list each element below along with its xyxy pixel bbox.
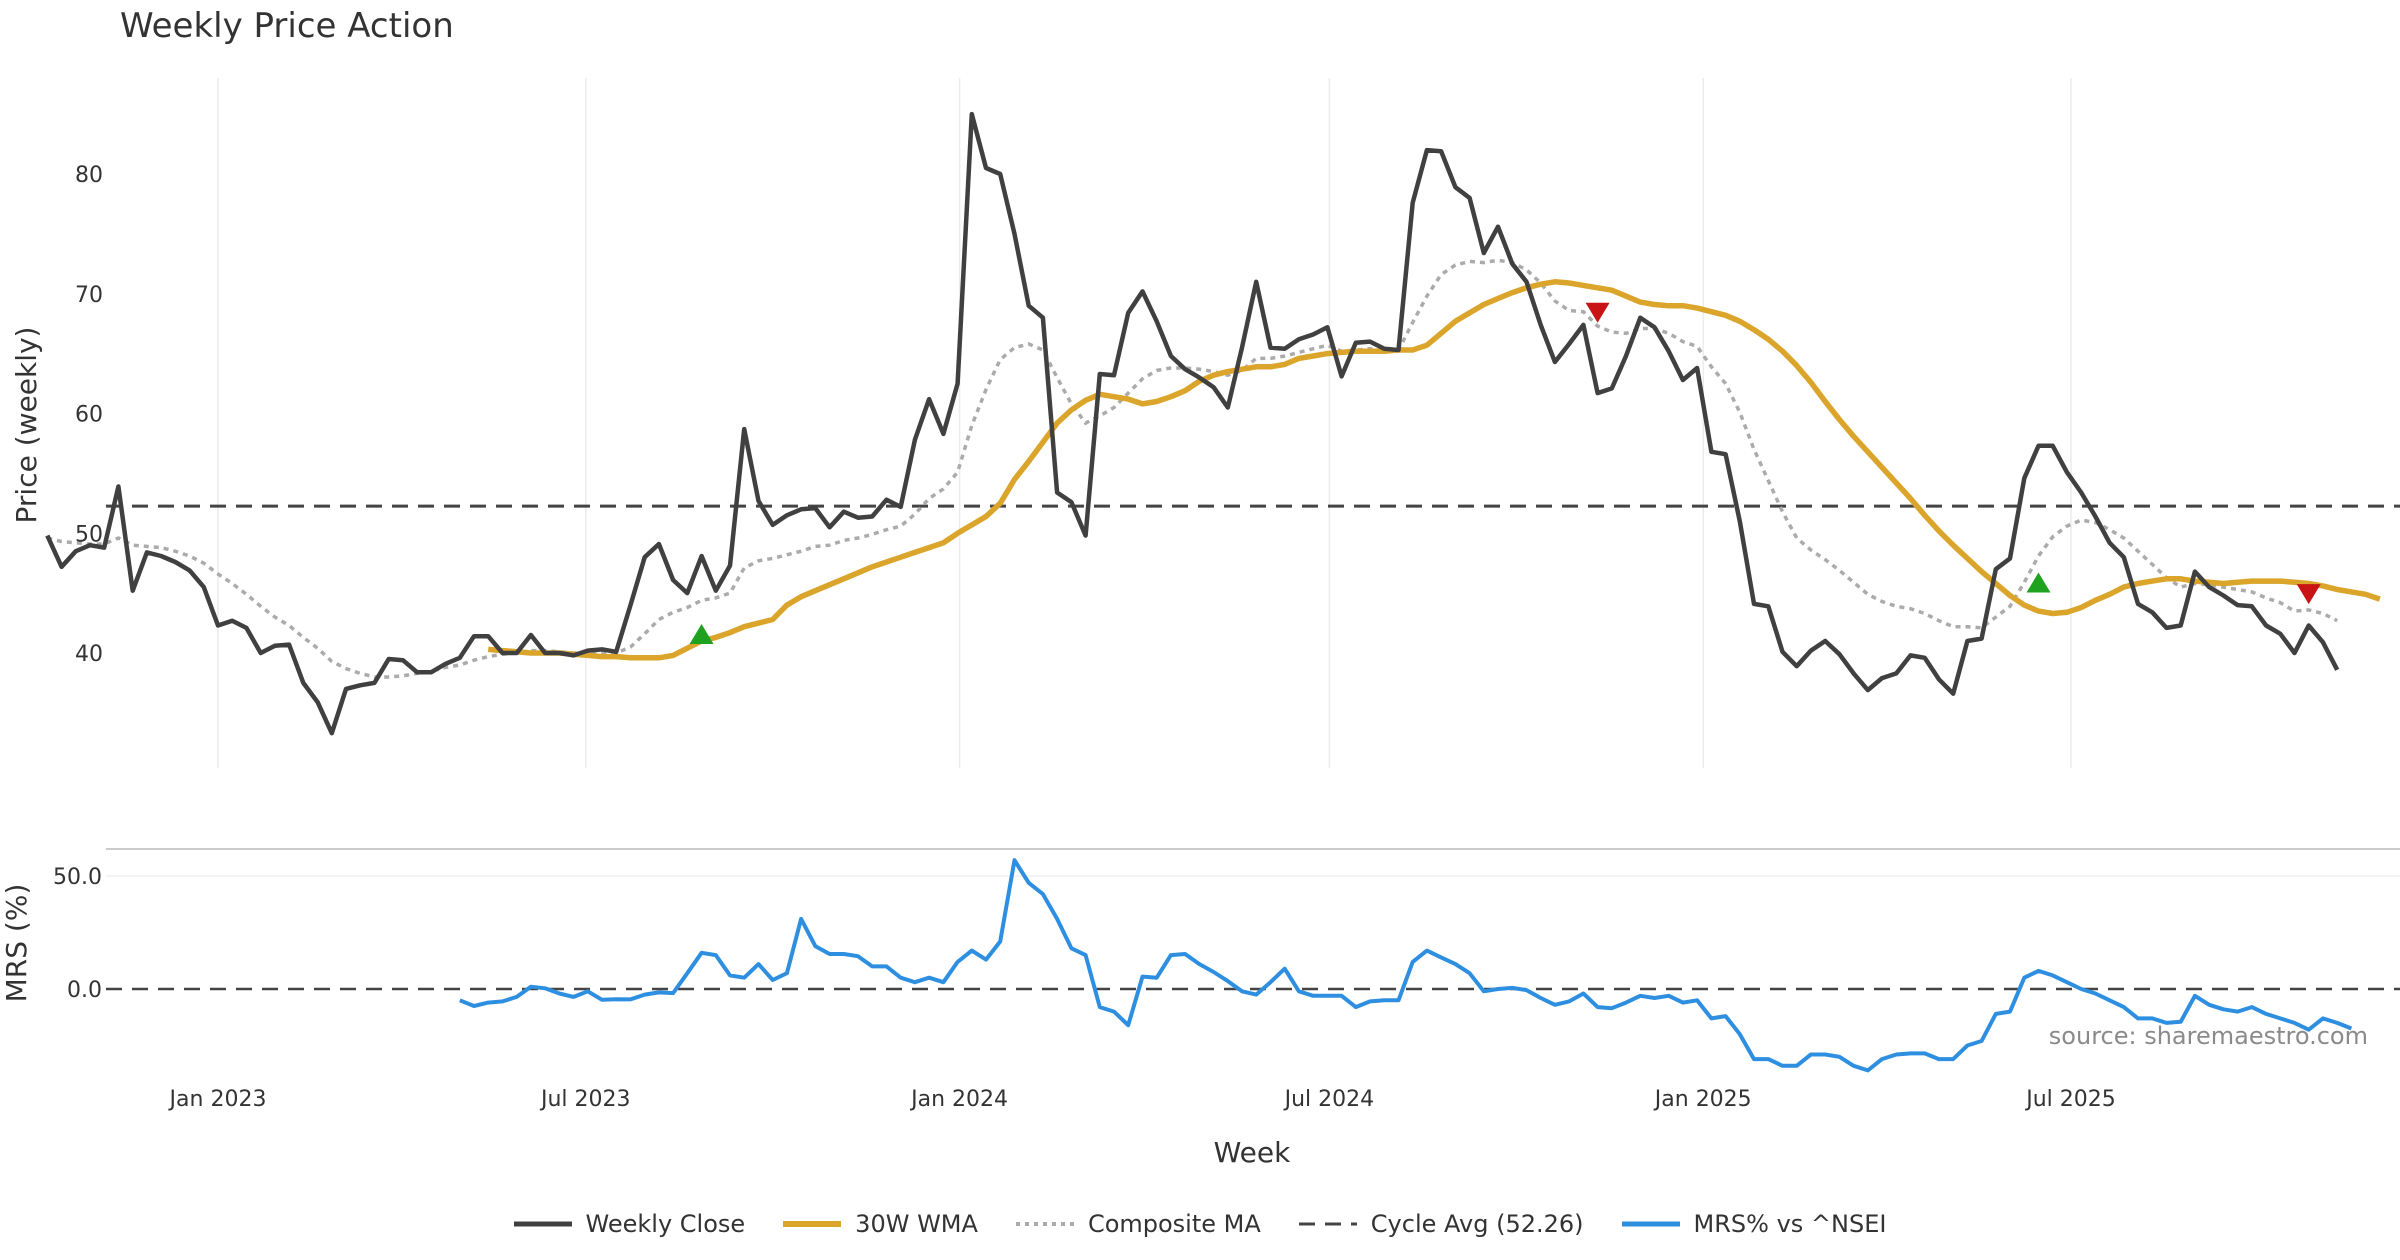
mrs-y-tick-label: 50.0 xyxy=(53,865,102,890)
grid-layer xyxy=(106,78,2400,877)
legend-label: MRS% vs ^NSEI xyxy=(1693,1210,1887,1238)
legend-swatch-composite-ma xyxy=(1015,1222,1074,1226)
price-y-tick-label: 50 xyxy=(75,522,103,547)
legend-item-mrs: MRS% vs ^NSEI xyxy=(1621,1210,1887,1238)
mrs-y-tick-label: 0.0 xyxy=(67,978,102,1003)
legend-item-cycle-avg: Cycle Avg (52.26) xyxy=(1298,1210,1584,1238)
legend-label: Composite MA xyxy=(1087,1210,1261,1238)
x-tick-label: Jan 2025 xyxy=(1653,1087,1752,1112)
chart-canvas: Jan 2023 Jul 2023 Jan 2024 Jul 2024 Jan 2025… xyxy=(0,78,2400,1169)
legend-swatch-cycle-avg xyxy=(1298,1222,1357,1226)
wma-line xyxy=(487,279,2381,661)
legend: Weekly Close 30W WMA Composite MA Cycle … xyxy=(0,1210,2400,1238)
legend-item-weekly-close: Weekly Close xyxy=(513,1210,746,1238)
source-annotation: source: sharemaestro.com xyxy=(2049,1022,2368,1050)
price-y-tick-label: 70 xyxy=(75,283,103,308)
mrs-plot xyxy=(106,858,2400,1073)
price-y-tick-label: 60 xyxy=(75,403,103,428)
sell-signal-marker xyxy=(2296,584,2321,605)
price-y-tick-label: 80 xyxy=(75,163,103,188)
price-plot xyxy=(45,111,2400,736)
x-tick-label: Jul 2024 xyxy=(1283,1087,1375,1112)
sell-signal-marker xyxy=(1585,302,1610,323)
buy-signal-marker xyxy=(689,624,714,645)
legend-label: 30W WMA xyxy=(855,1210,978,1238)
price-axis-title: Price (weekly) xyxy=(10,327,43,524)
price-y-tick-label: 40 xyxy=(75,642,103,667)
legend-swatch-weekly-close xyxy=(513,1221,572,1227)
legend-item-wma: 30W WMA xyxy=(783,1210,978,1238)
x-tick-label: Jan 2023 xyxy=(168,1087,267,1112)
mrs-line xyxy=(459,858,2353,1073)
mrs-axis-title: MRS (%) xyxy=(0,884,33,1003)
x-tick-label: Jul 2025 xyxy=(2024,1087,2116,1112)
x-tick-label: Jul 2023 xyxy=(539,1087,631,1112)
buy-signal-marker xyxy=(2026,572,2051,593)
x-tick-label: Jan 2024 xyxy=(909,1087,1008,1112)
legend-swatch-mrs xyxy=(1621,1221,1680,1227)
legend-item-composite-ma: Composite MA xyxy=(1015,1210,1261,1238)
legend-label: Cycle Avg (52.26) xyxy=(1370,1210,1584,1238)
composite-ma-line xyxy=(46,258,2338,679)
chart-title: Weekly Price Action xyxy=(120,6,454,46)
legend-label: Weekly Close xyxy=(585,1210,746,1238)
weekly-close-line xyxy=(45,111,2340,736)
axis-layer: Jan 2023 Jul 2023 Jan 2024 Jul 2024 Jan 2025… xyxy=(53,163,2116,1112)
x-axis-title: Week xyxy=(1214,1136,1291,1169)
legend-swatch-wma xyxy=(783,1221,842,1227)
